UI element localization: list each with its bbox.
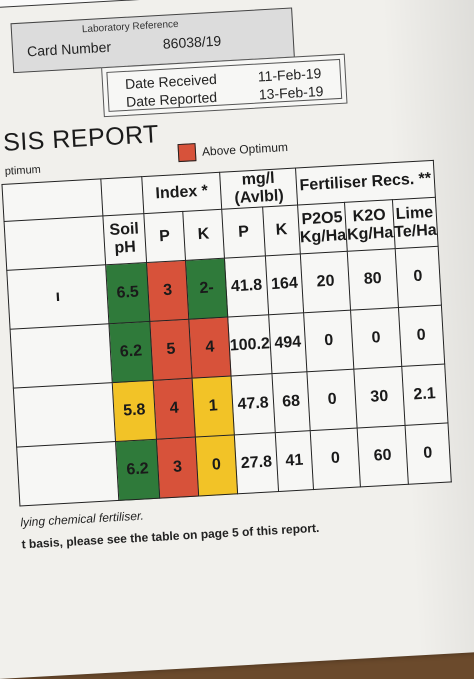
sample-header-cell (1, 178, 103, 222)
soil-ph-cell: 6.2 (108, 321, 154, 383)
p2o5-unit: Kg/Ha (299, 226, 347, 247)
sample-label-cell (13, 382, 116, 448)
soil-ph-header: Soil pH (102, 213, 147, 265)
mgl-k-cell: 41 (275, 430, 314, 492)
k2o-cell: 30 (354, 366, 405, 429)
index-k-cell: 2- (185, 258, 228, 320)
card-number-value: 86038/19 (162, 32, 222, 52)
p2o5-cell: 0 (303, 310, 355, 372)
report-title: SIS REPORT (2, 120, 160, 157)
mgl-k-cell: 68 (272, 371, 311, 433)
index-k-cell: 1 (192, 375, 235, 438)
mgl-k-header: K (262, 205, 301, 256)
index-p-cell: 3 (146, 260, 189, 322)
soil-ph-cell: 6.2 (115, 439, 160, 501)
k2o-header: K2O Kg/Ha (344, 199, 395, 252)
legend-above-optimum-label: Above Optimum (201, 139, 289, 159)
sample-column-header (4, 215, 106, 271)
lime-cell: 2.1 (401, 364, 448, 426)
sample-label-cell (16, 441, 119, 506)
k2o-cell: 0 (350, 307, 402, 370)
card-number-label: Card Number (26, 38, 112, 60)
laboratory-reference-label: Laboratory Reference (81, 18, 179, 36)
p2o5-cell: 0 (306, 369, 358, 431)
index-p-cell: 5 (149, 319, 193, 381)
mgl-p-cell: 27.8 (234, 432, 279, 494)
p2o5-cell: 0 (310, 428, 361, 490)
index-p-cell: 4 (153, 378, 196, 440)
sample-label-cell (10, 323, 113, 389)
footer-note-fertiliser: lying chemical fertiliser. (19, 508, 145, 530)
k2o-cell: 60 (357, 425, 408, 487)
sample-label-cell: ı (6, 264, 109, 330)
mgl-p-cell: 47.8 (231, 373, 276, 435)
lime-cell: 0 (397, 305, 445, 367)
mgl-k-cell: 164 (265, 253, 304, 315)
soil-ph-cell: 5.8 (112, 380, 157, 442)
index-group-header: Index * (141, 172, 222, 214)
mgl-group-header: mg/l (Avlbl) (219, 168, 298, 210)
soil-ph-cell: 6.5 (105, 262, 150, 324)
index-k-header: K (182, 209, 225, 261)
top-field-box (0, 0, 320, 8)
table-body: ı 6.5 3 2- 41.8 164 20 80 0 6.2 5 4 100.2 494 0 0 0 5.8 4 1… (6, 246, 452, 506)
legend-optimum-label: ptimum (4, 163, 42, 178)
lime-cell: 0 (394, 246, 442, 308)
soil-analysis-table: Index * mg/l (Avlbl) Fertiliser Recs. **… (1, 159, 452, 507)
p2o5-cell: 20 (300, 251, 351, 313)
legend-above-optimum-swatch (177, 143, 197, 163)
p2o5-header: P2O5 Kg/Ha (297, 202, 348, 254)
k2o-cell: 80 (347, 248, 398, 311)
mgl-p-cell: 100.2 (227, 314, 273, 376)
k2o-unit: Kg/Ha (346, 224, 394, 244)
mgl-p-header: P (221, 206, 266, 259)
ph-group-spacer (100, 176, 144, 216)
lime-cell: 0 (404, 422, 452, 485)
lime-unit: Te/Ha (393, 221, 438, 242)
mgl-p-cell: 41.8 (224, 255, 269, 318)
index-p-cell: 3 (156, 437, 199, 499)
index-p-header: P (143, 211, 186, 263)
lime-header: Lime Te/Ha (391, 197, 439, 249)
mgl-k-cell: 494 (268, 312, 307, 374)
index-k-cell: 0 (195, 434, 238, 496)
index-k-cell: 4 (188, 317, 232, 379)
